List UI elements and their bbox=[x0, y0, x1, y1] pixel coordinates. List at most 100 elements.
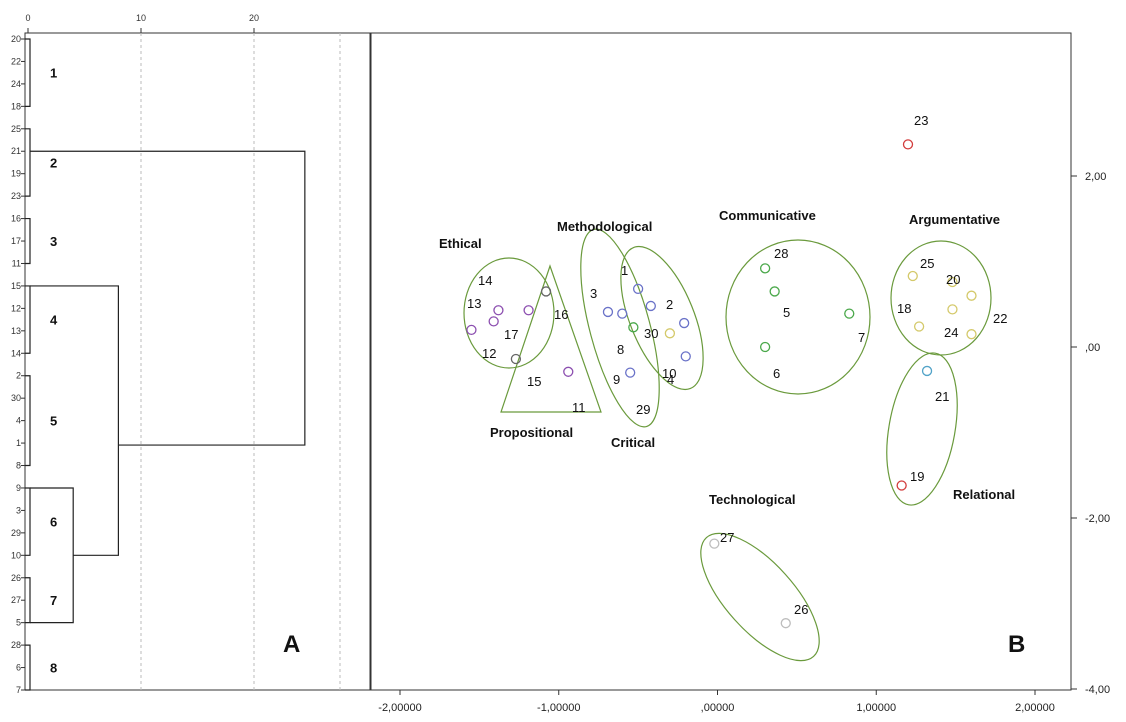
scatter-point-21 bbox=[921, 365, 933, 377]
dendrogram-leaf-label: 20 bbox=[11, 34, 21, 44]
dendrogram-x-tick-20: 20 bbox=[249, 13, 259, 23]
scatter-y-ticks: 2,00 ,00 -2,00 -4,00 bbox=[1071, 171, 1110, 696]
dendrogram-merge-34-567 bbox=[30, 285, 119, 556]
scatter-point-22 bbox=[966, 290, 977, 301]
point-label-26: 26 bbox=[794, 602, 808, 617]
scatter-point-6 bbox=[759, 341, 771, 353]
group-label-critical: Critical bbox=[611, 435, 655, 450]
dendrogram-leaf-label: 28 bbox=[11, 640, 21, 650]
point-label-4: 4 bbox=[667, 372, 674, 387]
scatter-x-tick-label: 1,00000 bbox=[856, 702, 896, 714]
dendrogram-leaf-label: 21 bbox=[11, 146, 21, 156]
scatter-point-15 bbox=[510, 353, 522, 365]
group-label-ethical: Ethical bbox=[439, 236, 482, 251]
scatter-point-28 bbox=[759, 263, 771, 274]
dendrogram-cluster-number-4: 4 bbox=[50, 313, 58, 328]
dendrogram-cluster-number-8: 8 bbox=[50, 661, 57, 676]
scatter-point-1 bbox=[632, 283, 644, 295]
point-label-12: 12 bbox=[482, 346, 496, 361]
dendrogram-cluster-numbers: 1 2 3 4 5 6 7 8 bbox=[50, 66, 58, 676]
dendrogram-leaf-label: 26 bbox=[11, 573, 21, 583]
dendrogram-leaf-label: 30 bbox=[11, 393, 21, 403]
scatter-point-24 bbox=[947, 304, 958, 315]
panel-a-label: A bbox=[283, 631, 300, 658]
technological-ellipse bbox=[700, 532, 820, 662]
dendrogram-leaf-label: 4 bbox=[16, 416, 21, 426]
point-label-16: 16 bbox=[554, 307, 568, 322]
scatter-point-27 bbox=[709, 538, 720, 549]
panel-b-label: B bbox=[1008, 631, 1025, 658]
dendrogram-x-tick-0: 0 bbox=[25, 13, 30, 23]
scatter-y-tick-label: -4,00 bbox=[1085, 684, 1110, 696]
point-label-5: 5 bbox=[783, 305, 790, 320]
dendrogram-leaf-label: 24 bbox=[11, 79, 21, 89]
dendrogram-leaf-label: 1 bbox=[16, 438, 21, 448]
point-label-20: 20 bbox=[946, 272, 960, 287]
group-labels: Ethical Propositional Methodological Cri… bbox=[439, 208, 1015, 507]
dendrogram-leaf-label: 29 bbox=[11, 528, 21, 538]
methodological-ellipse bbox=[620, 245, 704, 391]
scatter-x-tick-label: -1,00000 bbox=[537, 702, 580, 714]
critical-ellipse bbox=[580, 228, 660, 428]
group-label-communicative: Communicative bbox=[719, 208, 816, 223]
scatter-points bbox=[466, 139, 977, 629]
point-label-10: 10 bbox=[662, 366, 676, 381]
dendrogram-leaf-label: 27 bbox=[11, 595, 21, 605]
dendrogram-leaf-label: 23 bbox=[11, 191, 21, 201]
scatter-point-4 bbox=[679, 317, 690, 329]
scatter-frame bbox=[370, 32, 1072, 691]
dendrogram-grid bbox=[140, 33, 341, 690]
point-label-7: 7 bbox=[858, 330, 865, 345]
dendrogram-leaf-label: 10 bbox=[11, 550, 21, 560]
dendrogram-cluster-number-2: 2 bbox=[50, 155, 57, 170]
scatter-point-22b bbox=[966, 329, 977, 340]
dendrogram-leaf-label: 14 bbox=[11, 348, 21, 358]
dendrogram-cluster-number-6: 6 bbox=[50, 515, 57, 530]
propositional-triangle bbox=[500, 264, 602, 413]
dendrogram-leaf-label: 16 bbox=[11, 214, 21, 224]
scatter-point-26 bbox=[780, 618, 791, 629]
scatter-x-tick-label: -2,00000 bbox=[378, 702, 421, 714]
point-label-13: 13 bbox=[467, 296, 481, 311]
dendrogram-leaf-label: 18 bbox=[11, 101, 21, 111]
group-label-technological: Technological bbox=[709, 492, 795, 507]
dendrogram-leaf-labels: 2022241825211923161711151213142304189329… bbox=[11, 34, 25, 695]
point-label-22: 22 bbox=[993, 311, 1007, 326]
dendrogram-leaf-label: 7 bbox=[16, 685, 21, 695]
scatter-point-5 bbox=[769, 286, 780, 297]
dendrogram-panel: 0 10 20 2022241825211923161711151213142304… bbox=[11, 13, 371, 695]
scatter-point-labels: 23 28 5 6 7 25 20 18 24 22 21 19 27 26 1… bbox=[467, 113, 1007, 617]
dendrogram-frame bbox=[24, 32, 371, 691]
scatter-y-tick-label: ,00 bbox=[1085, 342, 1100, 354]
point-label-1: 1 bbox=[621, 263, 628, 278]
point-label-3: 3 bbox=[590, 286, 597, 301]
dendrogram-cluster-bracket bbox=[25, 285, 31, 354]
dendrogram-x-tick-10: 10 bbox=[136, 13, 146, 23]
relational-ellipse bbox=[886, 352, 958, 506]
scatter-point-13 bbox=[488, 316, 499, 327]
point-label-23: 23 bbox=[914, 113, 928, 128]
dendrogram-leaf-label: 3 bbox=[16, 505, 21, 515]
scatter-point-11 bbox=[563, 366, 574, 377]
scatter-point-12 bbox=[466, 324, 477, 336]
dendrogram-cluster-bracket bbox=[25, 217, 31, 265]
point-label-27: 27 bbox=[720, 530, 734, 545]
dendrogram-cluster-bracket bbox=[25, 487, 31, 556]
point-label-6: 6 bbox=[773, 366, 780, 381]
point-label-8: 8 bbox=[617, 342, 624, 357]
scatter-panel: -2,00000 -1,00000,00000 1,00000 2,00000 2,0… bbox=[370, 32, 1110, 714]
scatter-point-3 bbox=[602, 306, 614, 318]
point-label-21: 21 bbox=[935, 389, 949, 404]
scatter-point-14 bbox=[493, 305, 504, 316]
point-label-19: 19 bbox=[910, 469, 924, 484]
dendrogram-leaf-label: 9 bbox=[16, 483, 21, 493]
scatter-point-16 bbox=[540, 286, 552, 297]
dendrogram-leaf-label: 2 bbox=[16, 371, 21, 381]
dendrogram-x-ticks: 0 10 20 bbox=[25, 13, 259, 33]
dendrogram-leaf-label: 6 bbox=[16, 663, 21, 673]
scatter-point-25 bbox=[907, 270, 918, 282]
point-label-18: 18 bbox=[897, 301, 911, 316]
dendrogram-cluster-number-7: 7 bbox=[50, 593, 57, 608]
scatter-point-7 bbox=[844, 308, 855, 319]
